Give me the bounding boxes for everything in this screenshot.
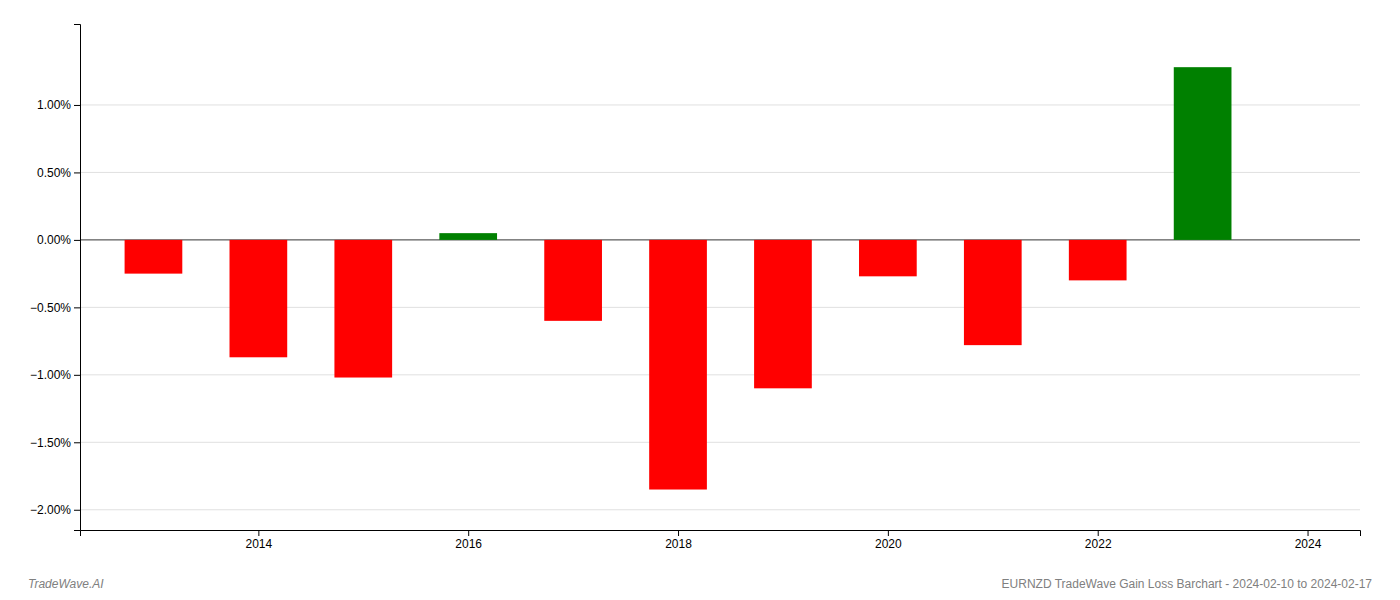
y-tick-mark <box>74 442 80 443</box>
bar <box>649 240 707 490</box>
y-tick-label: 1.00% <box>37 98 71 112</box>
bar <box>859 240 917 276</box>
bar <box>1174 67 1232 240</box>
bar <box>334 240 392 378</box>
bar <box>439 233 497 240</box>
bar <box>964 240 1022 345</box>
bar <box>1069 240 1127 280</box>
y-tick-mark <box>74 307 80 308</box>
x-tick: 2014 <box>246 530 273 551</box>
y-tick-label: −1.00% <box>30 368 71 382</box>
x-tick-label: 2016 <box>455 537 482 551</box>
y-tick-mark <box>74 510 80 511</box>
grid-line <box>80 374 1360 375</box>
x-tick-mark <box>888 530 889 536</box>
x-tick: 2020 <box>875 530 902 551</box>
title: EURNZD TradeWave Gain Loss Barchart - 20… <box>1002 577 1373 591</box>
x-tick-label: 2020 <box>875 537 902 551</box>
x-tick-mark <box>1308 530 1309 536</box>
chart: −2.00% −1.50% −1.00% −0.50% 0.00% 0.50% 1.00% 2… <box>0 0 1400 600</box>
grid-line <box>80 104 1360 105</box>
y-tick: −0.50% <box>30 301 80 315</box>
x-tick-label: 2018 <box>665 537 692 551</box>
y-tick: −2.00% <box>30 503 80 517</box>
y-axis: −2.00% −1.50% −1.00% −0.50% 0.00% 0.50% 1.00% <box>30 25 81 531</box>
x-tick-mark <box>468 530 469 536</box>
x-tick-mark <box>678 530 679 536</box>
x-tick-label: 2022 <box>1085 537 1112 551</box>
x-axis-line <box>81 531 1361 537</box>
y-tick-label: 0.00% <box>37 233 71 247</box>
x-tick: 2024 <box>1295 530 1322 551</box>
y-tick-mark <box>74 375 80 376</box>
grid-line <box>80 172 1360 173</box>
y-tick: 0.00% <box>37 233 80 247</box>
x-tick: 2022 <box>1085 530 1112 551</box>
bar <box>754 240 812 388</box>
x-tick-mark <box>258 530 259 536</box>
x-axis: 2014 2016 2018 2020 2022 2024 <box>81 530 1361 551</box>
y-tick-label: 0.50% <box>37 166 71 180</box>
x-tick-label: 2014 <box>246 537 273 551</box>
bar <box>544 240 602 321</box>
y-tick-mark <box>74 240 80 241</box>
bars <box>125 67 1232 489</box>
y-tick: 0.50% <box>37 166 80 180</box>
y-tick-mark <box>74 105 80 106</box>
y-tick: −1.50% <box>30 436 80 450</box>
bar <box>125 240 183 274</box>
x-tick-label: 2024 <box>1295 537 1322 551</box>
y-tick-mark <box>74 172 80 173</box>
y-tick: 1.00% <box>37 98 80 112</box>
y-tick-label: −0.50% <box>30 301 71 315</box>
x-tick: 2016 <box>455 530 482 551</box>
y-axis-line <box>74 25 81 531</box>
y-tick-label: −2.00% <box>30 503 71 517</box>
watermark: TradeWave.AI <box>28 577 104 591</box>
y-tick-label: −1.50% <box>30 436 71 450</box>
y-tick: −1.00% <box>30 368 80 382</box>
x-tick: 2018 <box>665 530 692 551</box>
x-tick-mark <box>1098 530 1099 536</box>
grid <box>80 105 1360 510</box>
grid-line <box>80 509 1360 510</box>
grid-line <box>80 442 1360 443</box>
bar <box>230 240 288 357</box>
